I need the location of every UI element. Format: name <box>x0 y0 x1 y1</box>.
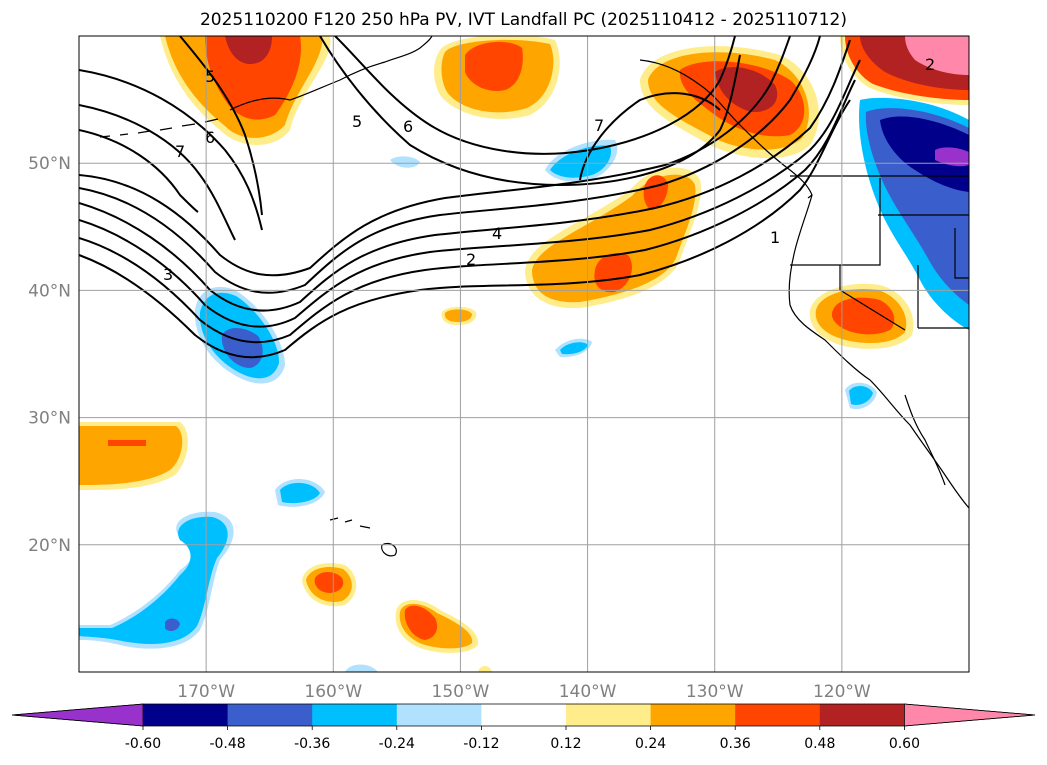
colorbar-segment <box>312 704 398 726</box>
shade-pos-6b <box>79 426 183 485</box>
pv-label: 2 <box>925 55 935 74</box>
shade-pos-9c <box>404 605 438 640</box>
colorbar-label: -0.24 <box>379 736 415 752</box>
colorbar-segment <box>143 704 229 726</box>
colorbar-extend-high <box>904 703 1036 727</box>
pv-contour-7 <box>79 69 263 231</box>
colorbar-label: 0.60 <box>889 736 920 752</box>
border-states-1 <box>790 178 969 266</box>
coast-alaska-pacific <box>229 36 433 111</box>
colorbar-label: -0.36 <box>294 736 330 752</box>
shade-neg-1c <box>880 116 969 192</box>
colorbar-extend-low <box>11 703 144 727</box>
pv-label: 6 <box>403 117 413 136</box>
colorbar-label: -0.12 <box>463 736 499 752</box>
lon-tick-label: 150°W <box>432 682 490 702</box>
shade-pos-8c <box>314 572 344 593</box>
colorbar-segment <box>735 704 821 726</box>
colorbar-segment <box>481 704 567 726</box>
shade-pos-4c <box>594 253 632 293</box>
coast-alaska-se <box>639 59 813 199</box>
pv-label: 2 <box>466 250 476 269</box>
colorbar-label: -0.60 <box>125 736 161 752</box>
colorbar-label: 0.48 <box>804 736 835 752</box>
shade-pos-5c <box>831 297 895 335</box>
shade-pos-1d <box>225 36 272 65</box>
lon-tick-label: 120°W <box>813 682 871 702</box>
colorbar-label: 0.24 <box>635 736 666 752</box>
shade-neg-3b <box>550 145 612 178</box>
pv-contour-9 <box>79 129 199 213</box>
shade-neg-7b <box>849 385 873 405</box>
pv-label: 5 <box>205 67 215 86</box>
shade-pos-7b <box>444 309 472 322</box>
colorbar-label: 0.12 <box>550 736 581 752</box>
gridlines <box>79 36 969 672</box>
latitude-tick-labels: 50°N 40°N 30°N 20°N <box>28 154 71 556</box>
pv-contour-2 <box>79 79 856 344</box>
shade-pos-2c <box>465 41 523 91</box>
pv-contour-6 <box>79 36 791 277</box>
colorbar-segment <box>396 704 482 726</box>
lon-tick-label: 160°W <box>304 682 362 702</box>
colorbar-segment <box>566 704 652 726</box>
colorbar-label: 0.36 <box>720 736 751 752</box>
pv-label: 6 <box>205 128 215 147</box>
pv-label: 4 <box>492 224 502 243</box>
colorbar-segment <box>650 704 736 726</box>
shade-neg-9 <box>345 664 378 672</box>
pv-contour-13 <box>579 92 721 181</box>
shade-pos-10d <box>905 36 969 75</box>
shade-neg-1d <box>935 147 969 167</box>
coast-hawaii <box>329 517 397 557</box>
shade-pos-11 <box>478 666 492 672</box>
lat-tick-label: 50°N <box>28 154 71 174</box>
lon-tick-label: 170°W <box>177 682 235 702</box>
pv-contour-3 <box>79 59 861 328</box>
lat-tick-label: 40°N <box>28 281 71 301</box>
coast-aleutians <box>99 118 219 138</box>
shade-neg-4 <box>390 156 420 168</box>
shade-pos-6c <box>108 440 146 446</box>
colorbar-label: -0.48 <box>209 736 245 752</box>
longitude-tick-labels: 170°W 160°W 150°W 140°W 130°W 120°W <box>177 682 871 702</box>
lat-tick-label: 30°N <box>28 409 71 429</box>
shade-neg-8b <box>79 516 228 645</box>
shade-neg-6b <box>280 482 320 504</box>
lon-tick-label: 140°W <box>559 682 617 702</box>
pv-contour-1 <box>79 99 851 359</box>
colorbar-segment <box>819 704 905 726</box>
coast-baja <box>904 394 946 486</box>
pv-label: 7 <box>175 142 185 161</box>
shade-neg-8c <box>165 618 180 632</box>
pv-contour-labels: 5 6 7 6 5 7 3 4 2 1 2 <box>163 55 935 284</box>
pv-label: 3 <box>163 265 173 284</box>
pv-label: 7 <box>594 116 604 135</box>
pv-contour-5 <box>79 36 821 294</box>
pv-contour-8 <box>79 104 236 241</box>
colorbar-segment <box>227 704 313 726</box>
coast-us-west <box>788 194 969 509</box>
map-frame <box>78 35 970 673</box>
pv-label: 1 <box>770 228 780 247</box>
pv-contour-11 <box>319 36 741 187</box>
shade-neg-5b <box>560 342 588 355</box>
colorbar: -0.60 -0.48 -0.36 -0.24 -0.12 0.12 0.24 0.36 0.4… <box>11 703 1036 752</box>
pv-contour-12 <box>334 36 736 155</box>
pv-contours <box>79 36 861 359</box>
map-title: 2025110200 F120 250 hPa PV, IVT Landfall… <box>199 10 847 30</box>
pv-contour-10 <box>179 36 263 216</box>
pv-label: 5 <box>352 112 362 131</box>
lat-tick-label: 20°N <box>28 536 71 556</box>
lon-tick-label: 130°W <box>686 682 744 702</box>
